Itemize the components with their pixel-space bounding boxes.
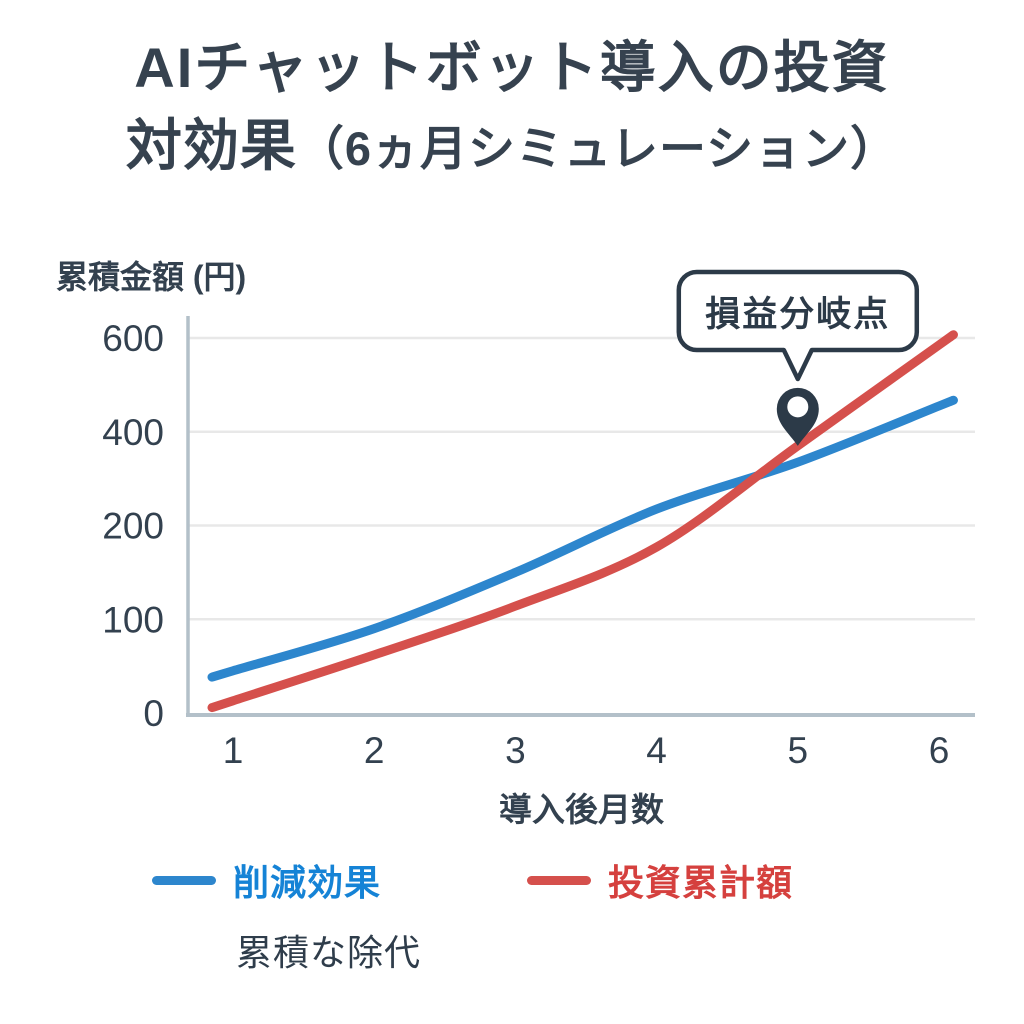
chart-title-line2-paren: （6ヵ月シミュレーション） <box>296 122 899 176</box>
y-tick-label: 200 <box>102 506 164 547</box>
x-axis-title: 導入後月数 <box>499 791 664 828</box>
legend: 削減効果 投資累計額 <box>152 856 793 904</box>
y-tick-label: 0 <box>143 693 164 734</box>
map-pin-hole <box>787 396 809 418</box>
legend-item-savings: 削減効果 <box>152 856 381 904</box>
y-tick-label: 400 <box>102 412 164 453</box>
chart-title-line2: 対効果（6ヵ月シミュレーション） <box>0 114 1024 178</box>
speech-bubble <box>676 269 920 382</box>
legend-label-savings: 削減効果 <box>233 862 382 903</box>
series-line-savings <box>207 395 958 682</box>
legend-swatch-red <box>527 875 592 885</box>
legend-item-investment: 投資累計額 <box>527 856 793 904</box>
legend-swatch-blue <box>152 875 216 885</box>
x-tick-label: 4 <box>646 730 667 771</box>
x-tick-label: 1 <box>223 730 244 771</box>
legend-note: 累積な除代 <box>236 932 422 973</box>
legend-label-investment: 投資累計額 <box>608 862 794 903</box>
chart-title-line1: AIチャットボット導入の投資 <box>134 36 890 99</box>
x-tick-label: 6 <box>929 730 950 771</box>
x-tick-label: 2 <box>364 730 385 771</box>
y-tick-label: 100 <box>102 599 164 640</box>
chart-title-line2-main: 対効果 <box>125 114 297 178</box>
x-tick-label: 5 <box>788 730 809 771</box>
x-tick-label: 3 <box>505 730 526 771</box>
y-tick-label: 600 <box>102 318 164 359</box>
chart-title: AIチャットボット導入の投資 対効果（6ヵ月シミュレーション） <box>0 36 1024 179</box>
y-axis-title: 累積金額 (円) <box>56 259 247 295</box>
series-line-investment <box>207 330 958 713</box>
break-even-annotation-label: 損益分岐点 <box>705 294 891 334</box>
